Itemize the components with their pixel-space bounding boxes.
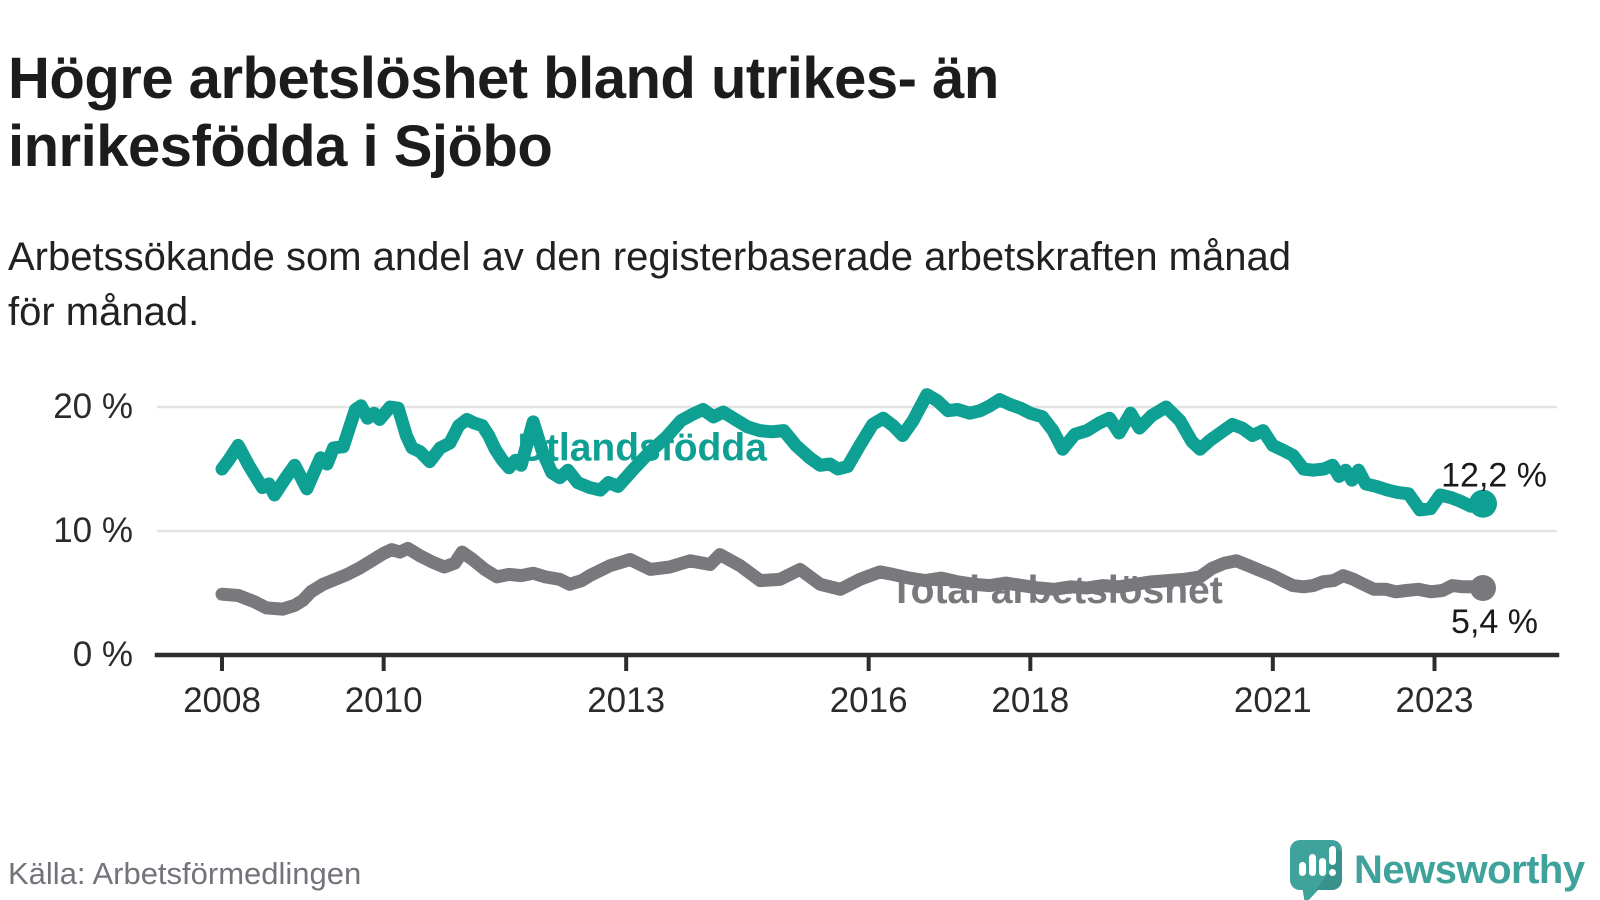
logo-bar-3	[1319, 858, 1326, 876]
chart-subtitle: Arbetssökande som andel av den registerb…	[8, 235, 1291, 335]
logo-exclamation-dot	[1329, 869, 1336, 876]
series-end-dot-total-arbetsloshet	[1470, 575, 1496, 601]
x-axis-label-2013: 2013	[587, 681, 665, 720]
logo-exclamation-bar	[1329, 846, 1336, 865]
series-end-value-total-arbetsloshet: 5,4 %	[1451, 603, 1538, 641]
y-axis-label-0: 0 %	[73, 635, 133, 674]
series-label-total-arbetsloshet: Total arbetslöshet	[890, 569, 1223, 612]
logo-bar-1	[1299, 862, 1306, 876]
newsworthy-logo-icon	[1290, 840, 1342, 900]
source-note: Källa: Arbetsförmedlingen	[8, 856, 362, 891]
newsworthy-wordmark: Newsworthy	[1354, 848, 1585, 892]
x-axis-label-2021: 2021	[1234, 681, 1312, 720]
y-axis-label-10: 10 %	[53, 511, 133, 550]
chart-title: Högre arbetslöshet bland utrikes- än inr…	[8, 45, 999, 179]
series-end-dot-utlandsfodda	[1469, 489, 1497, 518]
x-axis-label-2010: 2010	[345, 681, 423, 720]
series-line-total-arbetsloshet	[215, 541, 1490, 616]
x-axis-label-2023: 2023	[1396, 681, 1474, 720]
series-end-value-utlandsfodda: 12,2 %	[1441, 457, 1547, 495]
newsworthy-logo: Newsworthy	[1288, 838, 1600, 900]
logo-bar-2	[1309, 854, 1316, 876]
x-axis-label-2008: 2008	[183, 681, 261, 720]
x-axis-label-2016: 2016	[830, 681, 908, 720]
x-axis-label-2018: 2018	[991, 681, 1069, 720]
series-line-utlandsfodda	[215, 388, 1490, 517]
logo-bubble-tail	[1302, 886, 1320, 900]
series-label-utlandsfodda: Utlandsfödda	[518, 426, 767, 469]
y-axis-label-20: 20 %	[53, 387, 133, 426]
